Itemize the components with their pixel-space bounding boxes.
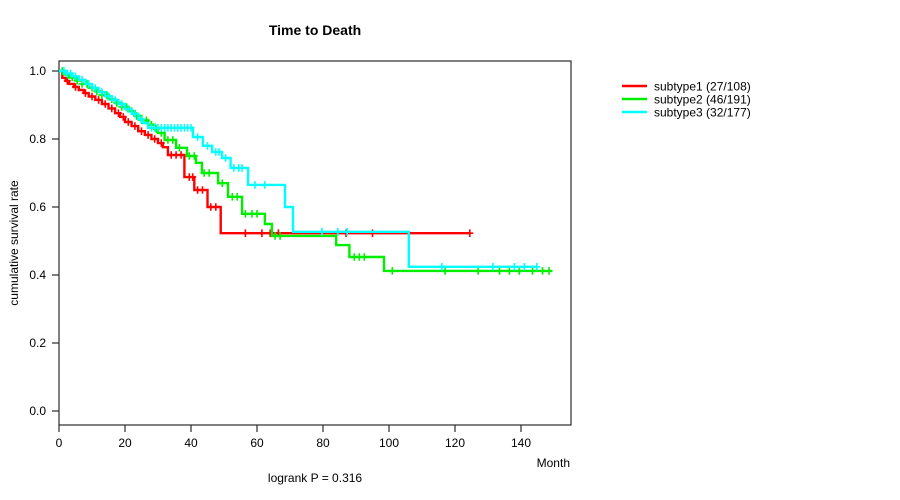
x-tick-label: 120 bbox=[445, 436, 465, 450]
censor-marks-2 bbox=[58, 67, 553, 275]
y-tick-label: 0.2 bbox=[29, 336, 46, 350]
survival-curve-3 bbox=[59, 69, 537, 268]
legend-label-2: subtype2 (46/191) bbox=[654, 93, 751, 107]
x-tick-label: 140 bbox=[511, 436, 531, 450]
x-tick-label: 60 bbox=[250, 436, 264, 450]
x-tick-label: 100 bbox=[379, 436, 399, 450]
y-tick-label: 1.0 bbox=[29, 64, 46, 78]
x-axis: 0 20 40 60 80 100 120 140 bbox=[56, 425, 531, 450]
y-axis: 0.0 0.2 0.4 0.6 0.8 1.0 bbox=[29, 64, 59, 418]
chart-title: Time to Death bbox=[269, 22, 361, 38]
x-tick-label: 80 bbox=[316, 436, 330, 450]
y-tick-label: 0.4 bbox=[29, 268, 46, 282]
y-tick-label: 0.0 bbox=[29, 404, 46, 418]
survival-curves bbox=[58, 67, 553, 275]
y-axis-label: cumulative survival rate bbox=[7, 180, 21, 306]
survival-curve-2 bbox=[59, 69, 553, 273]
x-tick-label: 0 bbox=[56, 436, 63, 450]
y-tick-label: 0.8 bbox=[29, 132, 46, 146]
plot-box bbox=[58, 60, 572, 426]
legend-label-1: subtype1 (27/108) bbox=[654, 80, 751, 94]
survival-curve-1 bbox=[59, 69, 470, 235]
x-tick-label: 40 bbox=[184, 436, 198, 450]
censor-marks-3 bbox=[60, 67, 541, 271]
x-tick-label: 20 bbox=[118, 436, 132, 450]
y-tick-label: 0.6 bbox=[29, 200, 46, 214]
legend-label-3: subtype3 (32/177) bbox=[654, 106, 751, 120]
logrank-annotation: logrank P = 0.316 bbox=[268, 471, 363, 485]
censor-marks-1 bbox=[63, 77, 474, 237]
x-axis-label: Month bbox=[537, 456, 570, 470]
legend: subtype1 (27/108)subtype2 (46/191)subtyp… bbox=[622, 80, 751, 120]
